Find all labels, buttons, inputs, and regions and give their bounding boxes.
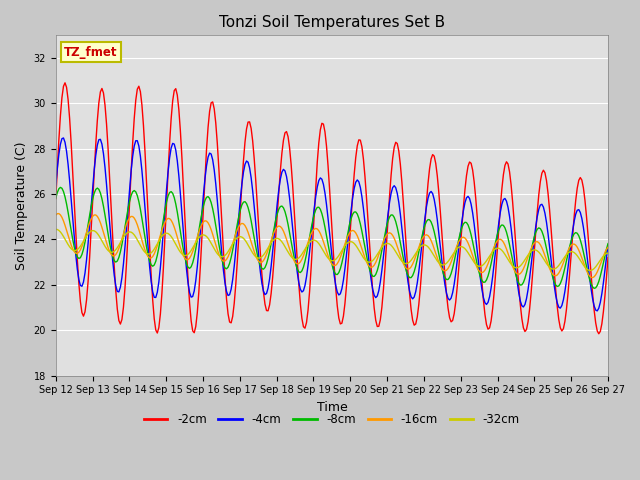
- Legend: -2cm, -4cm, -8cm, -16cm, -32cm: -2cm, -4cm, -8cm, -16cm, -32cm: [139, 408, 525, 431]
- X-axis label: Time: Time: [317, 401, 348, 414]
- Y-axis label: Soil Temperature (C): Soil Temperature (C): [15, 141, 28, 270]
- Text: TZ_fmet: TZ_fmet: [64, 46, 118, 59]
- Title: Tonzi Soil Temperatures Set B: Tonzi Soil Temperatures Set B: [219, 15, 445, 30]
